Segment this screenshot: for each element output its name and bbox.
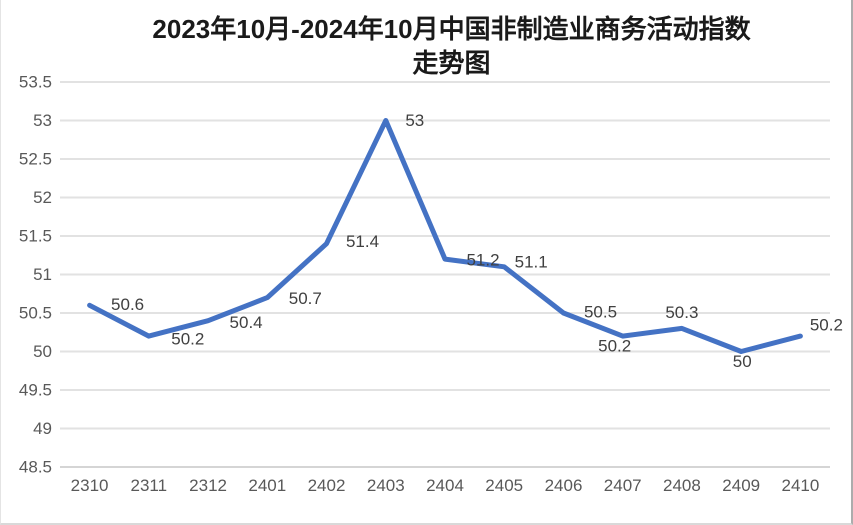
y-tick-label: 51.5 bbox=[19, 227, 52, 246]
y-tick-label: 52.5 bbox=[19, 150, 52, 169]
y-tick-label: 51 bbox=[33, 265, 52, 284]
data-label: 50 bbox=[733, 352, 752, 371]
x-tick-label: 2311 bbox=[131, 476, 168, 495]
x-tick-label: 2403 bbox=[367, 476, 405, 495]
y-axis-labels-group: 48.5 49 49.5 50 50.5 51 51.5 52 52.5 53 53.5 bbox=[19, 73, 52, 477]
chart-title-line1: 2023年10月-2024年10月中国非制造业商务活动指数 bbox=[152, 14, 751, 44]
x-tick-label: 2405 bbox=[485, 476, 523, 495]
data-label: 51.2 bbox=[466, 251, 499, 270]
x-tick-label: 2410 bbox=[781, 476, 819, 495]
x-tick-label: 2407 bbox=[604, 476, 642, 495]
x-axis-labels-group: 2310 2311 2312 2401 2402 2403 2404 2405 2406 2407… bbox=[71, 476, 820, 495]
data-label: 50.2 bbox=[171, 330, 204, 349]
data-label: 50.3 bbox=[665, 303, 698, 322]
x-tick-label: 2409 bbox=[722, 476, 760, 495]
data-labels-group: 50.6 50.2 50.4 50.7 51.4 53 51.2 51.1 50.5 50.2 50… bbox=[111, 111, 843, 371]
x-tick-label: 2404 bbox=[426, 476, 464, 495]
data-series-line bbox=[87, 118, 803, 354]
data-label: 53 bbox=[405, 111, 424, 130]
x-tick-label: 2310 bbox=[71, 476, 109, 495]
series-group bbox=[87, 118, 803, 354]
y-tick-label: 49 bbox=[33, 419, 52, 438]
x-tick-label: 2312 bbox=[189, 476, 227, 495]
y-tick-label: 52 bbox=[33, 188, 52, 207]
chart-title-line2: 走势图 bbox=[412, 48, 491, 78]
data-label: 50.4 bbox=[230, 313, 263, 332]
y-tick-label: 50.5 bbox=[19, 304, 52, 323]
y-tick-label: 49.5 bbox=[19, 381, 52, 400]
gridlines-group bbox=[60, 81, 830, 468]
data-label: 50.2 bbox=[810, 316, 843, 335]
data-label: 50.5 bbox=[584, 303, 617, 322]
data-label: 50.6 bbox=[111, 295, 144, 314]
data-label: 50.2 bbox=[598, 337, 631, 356]
x-tick-label: 2408 bbox=[663, 476, 701, 495]
x-tick-label: 2401 bbox=[248, 476, 286, 495]
data-label: 50.7 bbox=[289, 289, 322, 308]
y-tick-label: 48.5 bbox=[19, 458, 52, 477]
data-label: 51.1 bbox=[515, 252, 548, 271]
data-label: 51.4 bbox=[346, 232, 379, 251]
x-tick-label: 2402 bbox=[308, 476, 346, 495]
y-tick-label: 53 bbox=[33, 111, 52, 130]
x-tick-label: 2406 bbox=[545, 476, 583, 495]
y-tick-label: 53.5 bbox=[19, 73, 52, 92]
chart-title: 2023年10月-2024年10月中国非制造业商务活动指数 走势图 bbox=[60, 12, 843, 80]
y-tick-label: 50 bbox=[33, 342, 52, 361]
